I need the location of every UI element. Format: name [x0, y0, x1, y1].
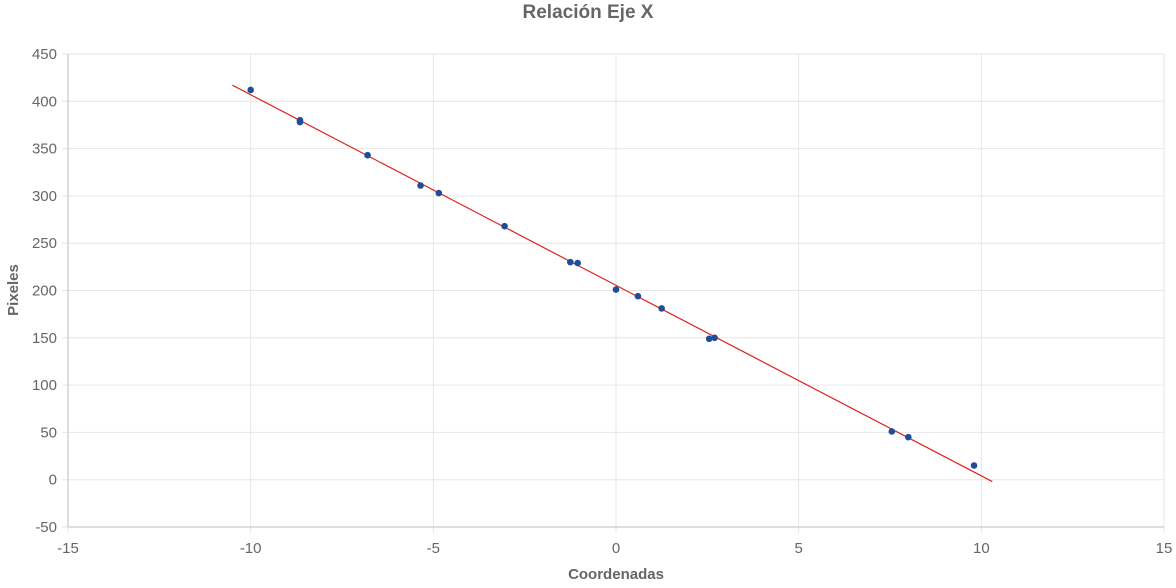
y-tick-label: 50	[40, 424, 57, 441]
x-tick-label: -10	[240, 540, 262, 557]
data-point	[612, 286, 620, 293]
y-tick-label: 450	[32, 46, 57, 63]
data-point	[888, 428, 896, 435]
data-point	[501, 222, 508, 230]
y-tick-label: 250	[32, 235, 57, 252]
data-point	[435, 189, 443, 197]
y-tick-label: 150	[32, 330, 57, 347]
y-tick-label: 400	[32, 93, 57, 110]
data-point	[711, 334, 718, 342]
data-point	[574, 259, 581, 267]
data-point	[970, 462, 978, 469]
data-point	[705, 335, 713, 343]
x-tick-label: 0	[612, 540, 620, 557]
x-axis-ticks: -15 -10 -5 0 5 10 15	[57, 540, 1172, 557]
y-tick-label: 0	[49, 472, 57, 489]
y-tick-label: -50	[35, 519, 57, 536]
data-points	[247, 86, 978, 469]
data-point	[634, 292, 642, 300]
x-tick-label: -15	[57, 540, 79, 557]
data-point	[296, 118, 304, 126]
data-point	[417, 182, 424, 189]
data-point	[567, 258, 574, 266]
x-tick-label: 15	[1156, 540, 1173, 557]
fit-line-group	[232, 84, 993, 483]
x-axis-label: Coordenadas	[568, 566, 664, 583]
y-axis-ticks: -50 0 50 100 150 200 250 300 350 400 450	[32, 46, 57, 536]
data-point	[247, 86, 254, 94]
grid	[62, 53, 1165, 533]
data-point	[658, 305, 665, 312]
y-tick-label: 350	[32, 141, 57, 158]
x-tick-label: 10	[973, 540, 990, 557]
y-tick-label: 200	[32, 283, 57, 300]
data-point	[904, 433, 912, 441]
x-tick-label: 5	[794, 540, 802, 557]
x-tick-label: -5	[427, 540, 440, 557]
data-point	[364, 151, 371, 159]
fit-line	[232, 84, 993, 483]
axes	[67, 54, 1164, 528]
y-tick-label: 100	[32, 377, 57, 394]
chart-title: Relación Eje X	[523, 2, 654, 23]
y-tick-label: 300	[32, 188, 57, 205]
y-axis-label: Pixeles	[5, 264, 22, 316]
